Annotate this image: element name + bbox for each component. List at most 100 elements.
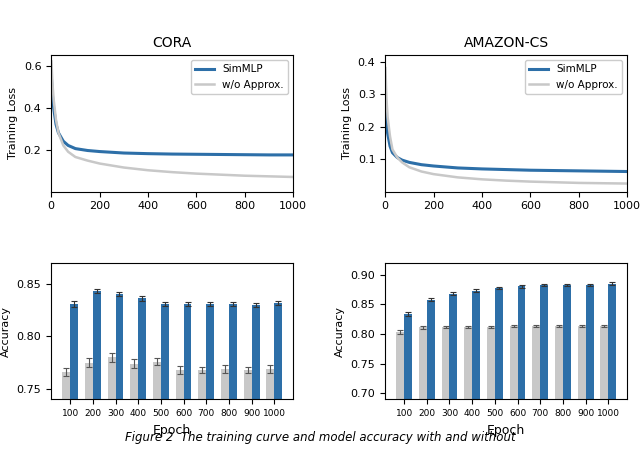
X-axis label: Epoch: Epoch [487,424,525,437]
Bar [153,362,161,459]
w/o Approx. [454,174,461,180]
SimMLP [502,167,510,172]
SimMLP [418,162,426,168]
w/o Approx. [478,177,486,182]
Bar [275,302,282,459]
SimMLP [381,95,389,100]
w/o Approx. [72,154,79,160]
w/o Approx. [398,160,406,165]
SimMLP [394,155,401,160]
Bar [184,304,191,459]
w/o Approx. [217,172,225,178]
Bar [244,370,252,459]
Bar [206,304,214,459]
Bar [198,370,206,459]
Bar [509,326,518,459]
w/o Approx. [52,118,60,123]
Bar [396,332,404,459]
Bar [266,369,275,459]
w/o Approx. [84,158,92,163]
Bar [540,285,548,459]
X-axis label: Epoch: Epoch [153,424,191,437]
Bar [70,304,78,459]
w/o Approx. [144,168,152,173]
w/o Approx. [241,173,249,179]
SimMLP [454,165,461,171]
w/o Approx. [383,95,390,100]
w/o Approx. [418,169,426,174]
SimMLP [84,148,92,153]
Y-axis label: Training Loss: Training Loss [8,87,18,159]
Y-axis label: Training Loss: Training Loss [342,87,352,159]
w/o Approx. [386,134,394,139]
SimMLP [398,157,406,163]
SimMLP [217,152,225,157]
SimMLP [406,160,413,165]
SimMLP [575,168,582,174]
w/o Approx. [502,178,510,184]
Bar [518,286,525,459]
SimMLP [386,143,394,149]
Bar [600,326,608,459]
Bar [449,294,458,459]
Bar [532,326,540,459]
w/o Approx. [394,155,401,160]
w/o Approx. [429,171,437,177]
Y-axis label: Accuracy: Accuracy [1,306,11,357]
SimMLP [388,150,396,156]
Bar [85,363,93,459]
SimMLP [47,75,55,81]
w/o Approx. [168,169,176,175]
Bar [427,300,435,459]
SimMLP [52,122,60,127]
Line: SimMLP: SimMLP [51,78,293,155]
SimMLP [64,143,72,148]
SimMLP [478,166,486,172]
Bar [555,326,563,459]
Bar [252,305,260,459]
Bar [221,369,229,459]
Bar [161,304,169,459]
w/o Approx. [599,180,607,186]
SimMLP [193,151,200,157]
w/o Approx. [96,161,104,166]
w/o Approx. [388,146,396,152]
Bar [115,294,124,459]
SimMLP [383,118,390,123]
w/o Approx. [50,96,58,102]
Bar [472,291,480,459]
SimMLP [551,168,559,174]
Text: Figure 2  The training curve and model accuracy with and without: Figure 2 The training curve and model ac… [125,431,515,444]
Bar [464,327,472,459]
Line: w/o Approx.: w/o Approx. [51,62,293,177]
SimMLP [72,146,79,151]
w/o Approx. [60,143,67,148]
w/o Approx. [381,65,389,71]
w/o Approx. [54,130,62,135]
Bar [108,357,115,459]
SimMLP [623,169,631,174]
Legend: SimMLP, w/o Approx.: SimMLP, w/o Approx. [191,60,288,94]
w/o Approx. [64,149,72,155]
SimMLP [241,152,249,157]
Bar [138,298,146,459]
SimMLP [289,152,297,157]
SimMLP [144,151,152,157]
Bar [495,288,503,459]
SimMLP [265,152,273,157]
w/o Approx. [120,165,127,170]
SimMLP [168,151,176,157]
SimMLP [527,168,534,173]
Bar [487,327,495,459]
SimMLP [599,168,607,174]
Bar [419,327,427,459]
Bar [404,314,412,459]
w/o Approx. [406,164,413,170]
w/o Approx. [623,181,631,186]
SimMLP [50,105,58,110]
Bar [586,285,593,459]
w/o Approx. [47,59,55,64]
Bar [578,326,586,459]
w/o Approx. [265,174,273,179]
SimMLP [96,149,104,154]
